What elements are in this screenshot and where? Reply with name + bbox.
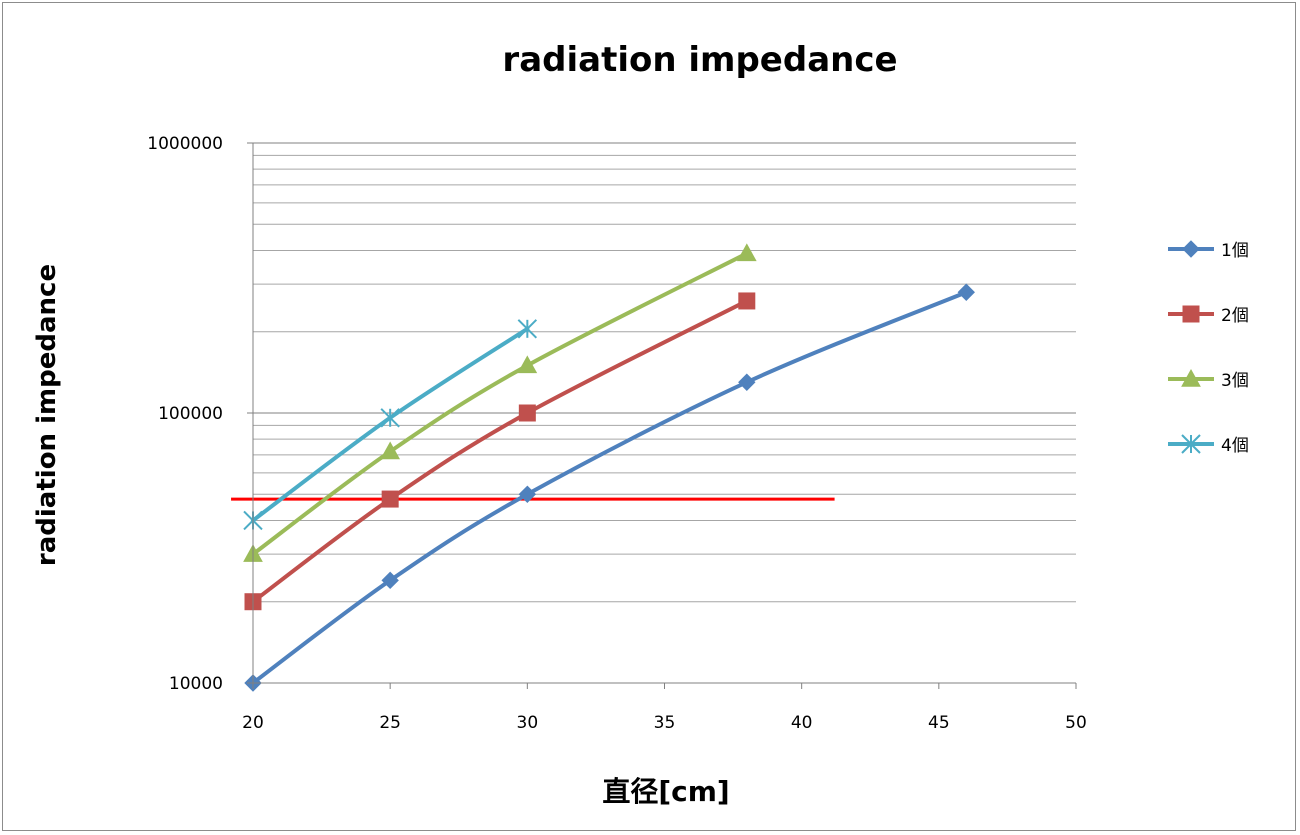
legend-label: 1個 <box>1221 241 1249 261</box>
chart-title: radiation impedance <box>502 40 898 80</box>
x-axis-label: 直径[cm] <box>602 775 730 808</box>
y-tick-label: 100000 <box>158 404 223 424</box>
legend-label: 2個 <box>1221 306 1249 326</box>
legend-marker <box>1182 305 1200 323</box>
series-3-line <box>251 251 749 557</box>
series-4-point <box>517 319 538 339</box>
series-1-line <box>251 290 969 685</box>
series-2-point <box>518 404 536 422</box>
legend-label: 4個 <box>1221 436 1249 456</box>
y-tick-label: 10000 <box>169 674 223 694</box>
legend-marker <box>1182 240 1200 258</box>
x-tick-label: 45 <box>928 713 950 733</box>
x-tick-label: 20 <box>242 713 264 733</box>
x-tick-label: 40 <box>791 713 813 733</box>
series-2-point <box>381 490 399 508</box>
series-2-point <box>738 292 756 310</box>
series-3-point <box>736 243 757 262</box>
legend-marker <box>1181 368 1201 387</box>
x-tick-label: 25 <box>379 713 401 733</box>
series-1-point <box>738 373 756 391</box>
series-4-point <box>380 408 400 428</box>
series-1-point <box>381 571 399 590</box>
series-1-point <box>518 485 537 503</box>
y-tick-label: 1000000 <box>147 134 223 154</box>
series-1-point <box>957 283 975 301</box>
x-tick-label: 35 <box>654 713 676 733</box>
series-3-point <box>517 355 538 374</box>
legend-marker <box>1181 434 1201 454</box>
series-3-point <box>380 441 401 460</box>
series-2-line <box>251 298 749 604</box>
legend-label: 3個 <box>1221 371 1249 391</box>
x-tick-label: 30 <box>517 713 539 733</box>
x-tick-label: 50 <box>1065 713 1087 733</box>
